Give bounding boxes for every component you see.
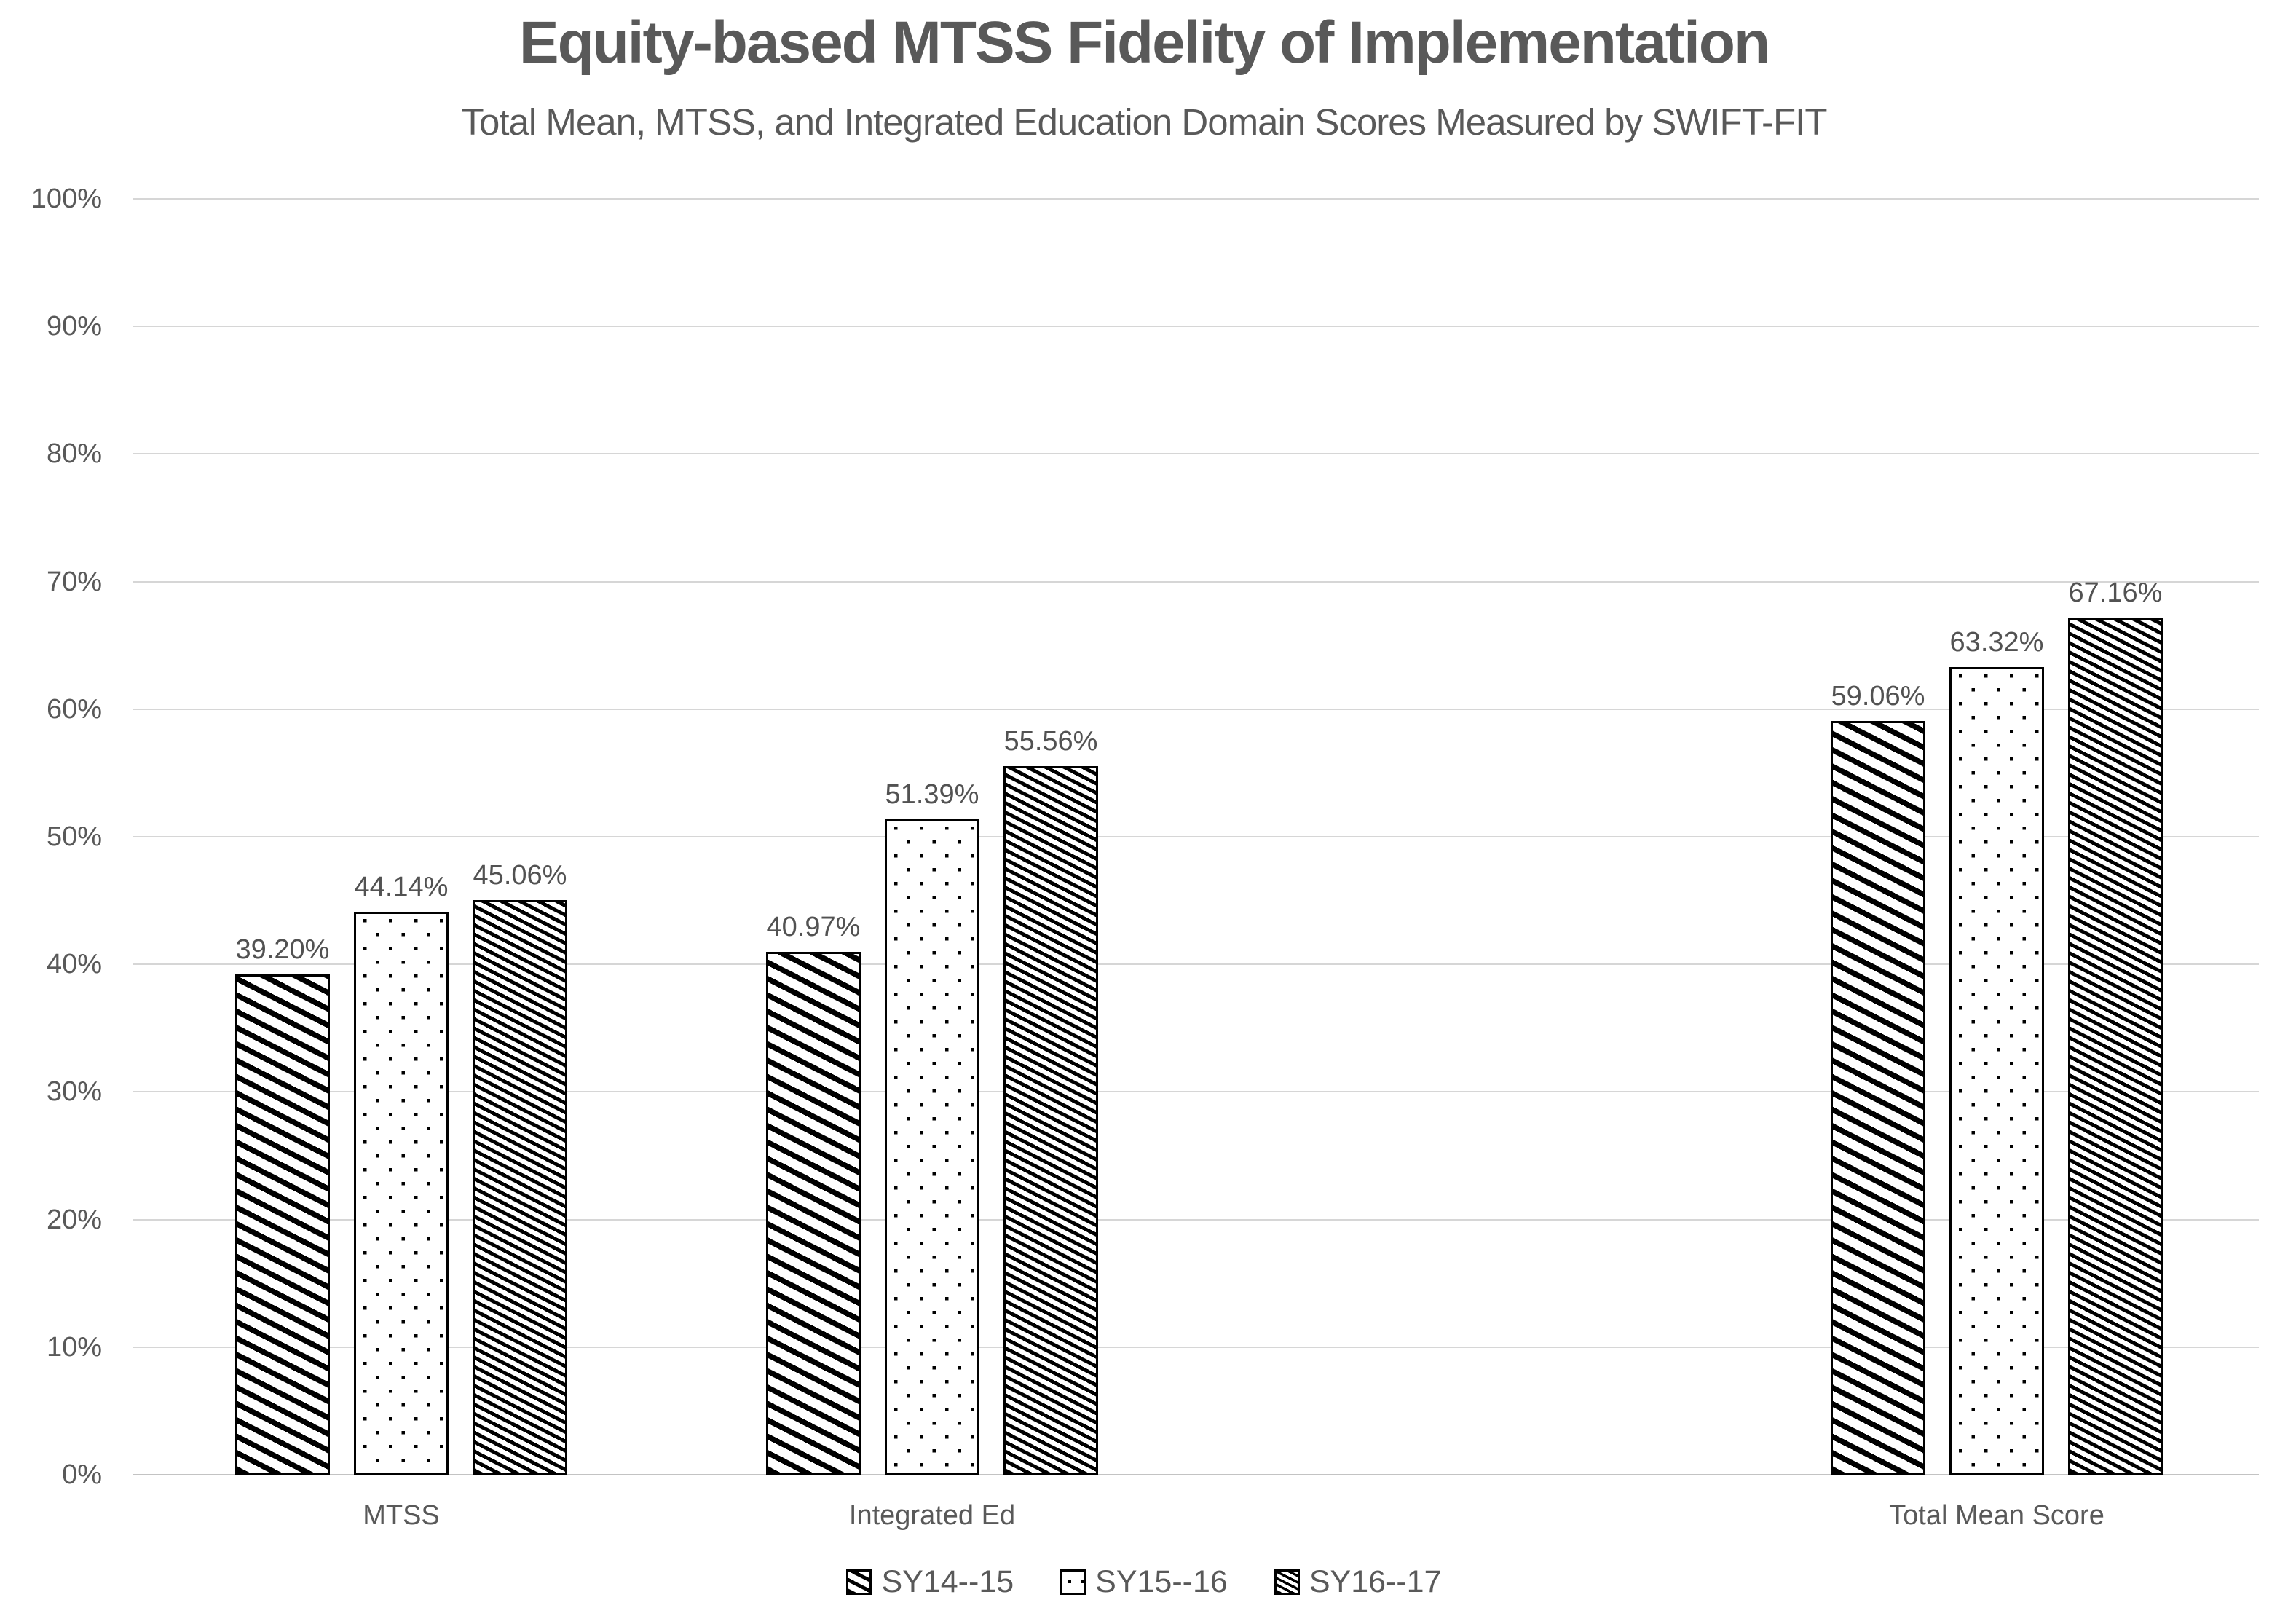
y-tick-label-10pct: 10% [46,1331,102,1363]
plot-area: 39.20% 40.97% 59.06% 44.14% 51.39% 63.32% 45.0… [133,198,2259,1475]
legend-label-sy16-17: SY16--17 [1309,1564,1442,1599]
y-tick-label-70pct: 70% [46,566,102,597]
gridline-10pct [133,1346,2259,1348]
bar-sy14-15-total-mean-score [1831,721,1925,1475]
bar-sy16-17-mtss [473,900,567,1475]
gridline-90pct [133,326,2259,328]
y-tick-label-90pct: 90% [46,311,102,342]
gridline-0pct [133,1474,2259,1475]
gridline-20pct [133,1218,2259,1221]
data-label-sy15-16-integrated-ed: 51.39% [885,779,979,810]
legend-item-sy16-17: SY16--17 [1274,1564,1442,1600]
data-label-sy14-15-mtss: 39.20% [235,934,330,965]
bar-sy16-17-total-mean-score [2068,618,2163,1475]
legend-label-sy14-15: SY14--15 [881,1564,1014,1599]
bar-sy15-16-integrated-ed [885,819,979,1475]
gridline-80pct [133,453,2259,455]
y-tick-label-30pct: 30% [46,1076,102,1108]
gridline-100pct [133,198,2259,200]
data-label-sy16-17-mtss: 45.06% [473,860,567,891]
legend-swatch-sy15-16 [1060,1569,1086,1595]
y-tick-label-50pct: 50% [46,821,102,852]
data-label-sy16-17-integrated-ed: 55.56% [1003,726,1098,757]
gridline-40pct [133,963,2259,966]
data-label-sy16-17-total-mean-score: 67.16% [2068,578,2163,608]
y-tick-label-20pct: 20% [46,1204,102,1235]
y-tick-label-0pct: 0% [62,1459,102,1490]
y-tick-label-60pct: 60% [46,693,102,725]
data-label-sy14-15-total-mean-score: 59.06% [1831,681,1925,712]
data-label-sy15-16-total-mean-score: 63.32% [1949,627,2044,658]
legend: SY14--15 SY15--16 SY16--17 [0,1564,2288,1600]
legend-swatch-sy14-15 [846,1569,872,1595]
bar-sy14-15-integrated-ed [766,952,861,1475]
data-label-sy14-15-integrated-ed: 40.97% [766,912,861,942]
category-label-mtss: MTSS [363,1500,440,1531]
bar-sy16-17-integrated-ed [1003,766,1098,1475]
category-label-integrated-ed: Integrated Ed [848,1500,1016,1531]
bar-sy15-16-total-mean-score [1949,667,2044,1475]
y-tick-label-80pct: 80% [46,438,102,470]
chart-title: Equity-based MTSS Fidelity of Implementa… [518,9,1770,76]
y-tick-label-40pct: 40% [46,949,102,980]
gridline-30pct [133,1091,2259,1093]
bar-sy14-15-mtss [235,974,330,1475]
chart-subtitle: Total Mean, MTSS, and Integrated Educati… [461,101,1828,143]
y-tick-label-100pct: 100% [31,184,102,214]
legend-item-sy14-15: SY14--15 [846,1564,1014,1600]
legend-item-sy15-16: SY15--16 [1060,1564,1228,1600]
legend-label-sy15-16: SY15--16 [1095,1564,1228,1599]
data-label-sy15-16-mtss: 44.14% [354,872,449,902]
gridline-70pct [133,580,2259,583]
gridline-50pct [133,836,2259,837]
legend-swatch-sy16-17 [1274,1569,1300,1595]
gridline-60pct [133,708,2259,710]
bar-sy15-16-mtss [354,912,449,1475]
category-label-total-mean-score: Total Mean Score [1889,1500,2104,1531]
